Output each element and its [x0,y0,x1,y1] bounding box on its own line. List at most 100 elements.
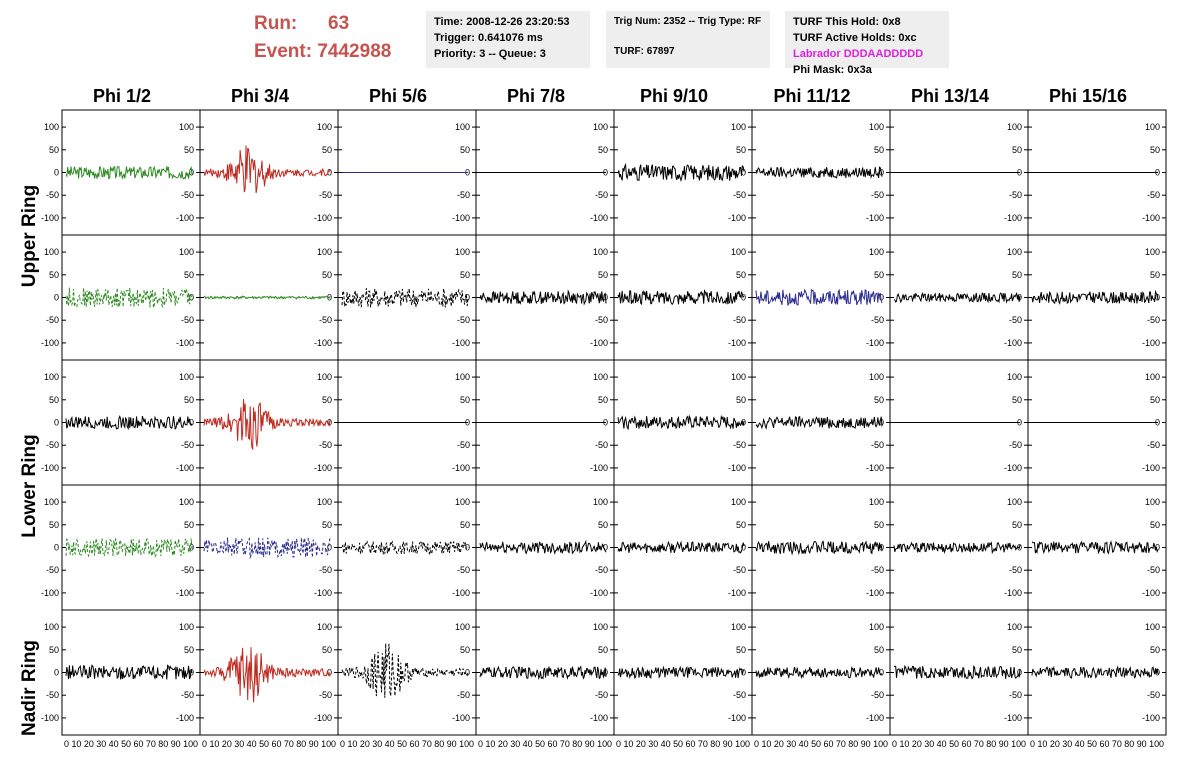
y-tick-label: -100 [41,463,59,473]
y-tick-label: -50 [46,565,59,575]
run-label: Run: [254,13,298,34]
y-tick-label-inner: 50 [736,395,746,405]
y-tick-label-inner: 50 [1012,520,1022,530]
y-tick-label-inner: 0 [327,168,332,178]
waveform-trace [617,414,745,431]
y-tick-label-inner: -50 [181,440,194,450]
waveform-trace [617,162,745,183]
y-tick-label-inner: -100 [866,213,884,223]
y-tick-label-inner: -50 [319,190,332,200]
y-tick-label-inner: 50 [1150,395,1160,405]
y-tick-label-inner: 50 [874,395,884,405]
y-tick-label-inner: 0 [741,668,746,678]
event-label: Event: [254,41,313,62]
y-tick-label-inner: -100 [728,463,746,473]
waveform-trace [203,647,331,703]
waveform-trace [893,664,1021,680]
y-tick-label: 0 [54,543,59,553]
waveform-trace [755,288,883,307]
y-tick-label-inner: -100 [1142,588,1160,598]
x-tick-labels: 0 10 20 30 40 50 60 70 80 90 100 [892,739,1026,749]
waveform-trace [65,664,193,680]
waveform-trace [617,540,745,554]
y-tick-label-inner: 100 [1145,122,1160,132]
y-tick-label-inner: 100 [731,622,746,632]
y-tick-label-inner: 50 [1012,270,1022,280]
y-tick-label-inner: -50 [1009,190,1022,200]
y-tick-label: 50 [49,145,59,155]
y-tick-label-inner: 50 [1012,645,1022,655]
y-tick-label-inner: -100 [1142,713,1160,723]
y-tick-label-inner: -100 [452,213,470,223]
x-tick-labels: 0 10 20 30 40 50 60 70 80 90 100 [202,739,336,749]
y-tick-label-inner: 50 [460,395,470,405]
y-tick-label-inner: 0 [603,543,608,553]
phi-header-5: Phi 9/10 [639,86,709,106]
y-tick-label-inner: -100 [314,588,332,598]
y-tick-label-inner: -100 [1142,463,1160,473]
y-tick-label-inner: 50 [460,270,470,280]
y-tick-label-inner: -50 [181,565,194,575]
y-tick-label-inner: 100 [455,122,470,132]
turf-panel: TURF This Hold: 0x8 TURF Active Holds: 0… [785,11,949,76]
y-tick-label-inner: -100 [590,338,608,348]
y-tick-label-inner: 50 [736,145,746,155]
y-tick-label-inner: -50 [871,565,884,575]
y-tick-label-inner: -100 [176,213,194,223]
y-tick-label-inner: -100 [1004,463,1022,473]
y-tick-label-inner: -50 [1009,690,1022,700]
y-tick-label-inner: 50 [184,645,194,655]
y-tick-label-inner: -100 [866,463,884,473]
y-tick-label-inner: 50 [598,645,608,655]
y-tick-label-inner: -100 [1142,213,1160,223]
y-tick-label-inner: -100 [728,588,746,598]
y-tick-label-inner: -50 [319,690,332,700]
y-tick-label-inner: -100 [452,588,470,598]
y-tick-label-inner: -50 [733,565,746,575]
y-tick-label-inner: 50 [322,145,332,155]
y-tick-label: -50 [46,440,59,450]
x-tick-labels: 0 10 20 30 40 50 60 70 80 90 100 [340,739,474,749]
phi-header-6: Phi 11/12 [773,86,851,106]
y-tick-label-inner: -50 [595,690,608,700]
y-tick-label-inner: 100 [731,247,746,257]
y-tick-label: -100 [41,713,59,723]
y-tick-label-inner: -50 [1009,565,1022,575]
y-tick-label-inner: -50 [733,190,746,200]
y-tick-label: 100 [44,247,59,257]
y-tick-label-inner: -100 [452,713,470,723]
phi-mask-text: Phi Mask: 0x3a [793,64,872,76]
waveform-trace [479,665,607,681]
y-tick-label-inner: -50 [871,315,884,325]
y-tick-label-inner: -50 [871,440,884,450]
y-tick-label-inner: -100 [176,588,194,598]
y-tick-label-inner: 50 [598,520,608,530]
y-tick-label-inner: -50 [1009,440,1022,450]
y-tick-label-inner: -100 [590,213,608,223]
y-tick-label-inner: -100 [866,338,884,348]
y-tick-label-inner: -100 [1142,338,1160,348]
y-tick-label-inner: 100 [1145,247,1160,257]
y-tick-label-inner: -100 [590,463,608,473]
y-tick-label-inner: -50 [871,190,884,200]
y-tick-label-inner: 100 [593,247,608,257]
y-tick-label-inner: -50 [319,315,332,325]
y-tick-label-inner: -50 [181,690,194,700]
y-tick-label-inner: 50 [322,645,332,655]
y-tick-label-inner: -100 [1004,713,1022,723]
y-tick-label-inner: -50 [595,315,608,325]
y-tick-label-inner: -100 [176,463,194,473]
y-tick-label-inner: 100 [1145,622,1160,632]
y-tick-label-inner: 0 [741,543,746,553]
y-tick-label-inner: 100 [317,122,332,132]
y-tick-label-inner: 50 [184,270,194,280]
y-tick-label-inner: 50 [874,145,884,155]
waveform-trace [617,289,745,306]
y-tick-label-inner: 50 [598,270,608,280]
y-tick-label-inner: 100 [455,247,470,257]
y-tick-label-inner: 50 [736,270,746,280]
y-tick-label-inner: 100 [593,497,608,507]
y-tick-label: 100 [44,622,59,632]
y-tick-label-inner: 50 [1150,520,1160,530]
y-tick-label-inner: -100 [314,463,332,473]
